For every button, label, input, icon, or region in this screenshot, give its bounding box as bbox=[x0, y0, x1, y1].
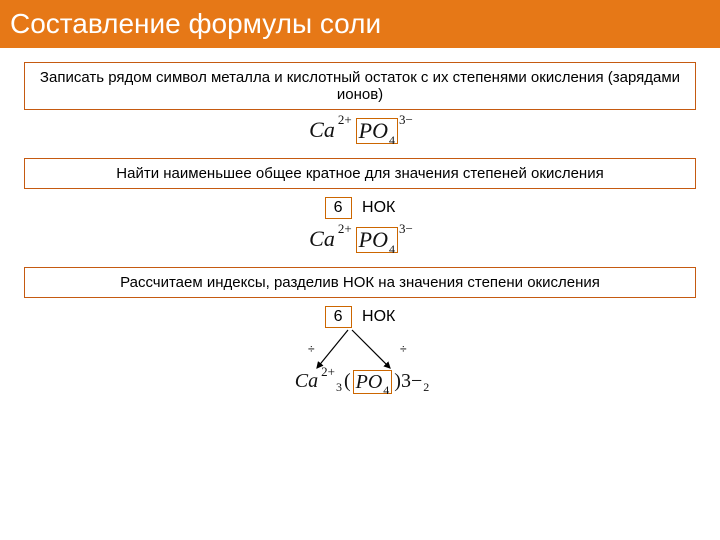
paren-close: ) bbox=[394, 370, 401, 393]
index-anion: 2 bbox=[423, 380, 429, 395]
lcm-label: НОК bbox=[362, 199, 395, 217]
anion-boxed: PO4 bbox=[356, 118, 398, 144]
ion-anion-2: PO4 3− bbox=[356, 227, 413, 253]
divide-left: ÷ bbox=[308, 342, 315, 356]
formula-step1: Ca 2+ PO4 3− bbox=[0, 118, 720, 144]
formula-step2: Ca 2+ PO4 3− bbox=[0, 227, 720, 253]
title-bar: Составление формулы соли bbox=[0, 0, 720, 48]
page-title: Составление формулы соли bbox=[10, 8, 381, 40]
index-metal: 3 bbox=[336, 380, 342, 395]
arrows-svg bbox=[260, 328, 460, 373]
lcm-row-2: 6 НОК bbox=[260, 306, 460, 328]
step-box-3: Рассчитаем индексы, разделив НОК на знач… bbox=[24, 267, 696, 298]
ion-metal-2: Ca 2+ bbox=[307, 227, 352, 251]
ion-metal: Ca 2+ bbox=[307, 118, 352, 142]
ion-anion: PO4 3− bbox=[356, 118, 413, 144]
formula-final: Ca 2+ 3 ( PO4 ) 3− 2 bbox=[260, 370, 460, 394]
ion-metal-final: Ca 2+ 3 bbox=[293, 370, 342, 392]
lcm-value: 6 bbox=[325, 197, 352, 219]
division-diagram: 6 НОК ÷ ÷ Ca 2+ 3 ( PO4 ) 3− bbox=[260, 306, 460, 416]
step-box-2: Найти наименьшее общее кратное для значе… bbox=[24, 158, 696, 189]
lcm-row-1: 6 НОК bbox=[0, 197, 720, 219]
divide-right: ÷ bbox=[400, 342, 407, 356]
ion-anion-final: PO4 bbox=[353, 370, 393, 394]
step-box-1: Записать рядом символ металла и кислотны… bbox=[24, 62, 696, 110]
paren-open: ( bbox=[344, 370, 351, 393]
